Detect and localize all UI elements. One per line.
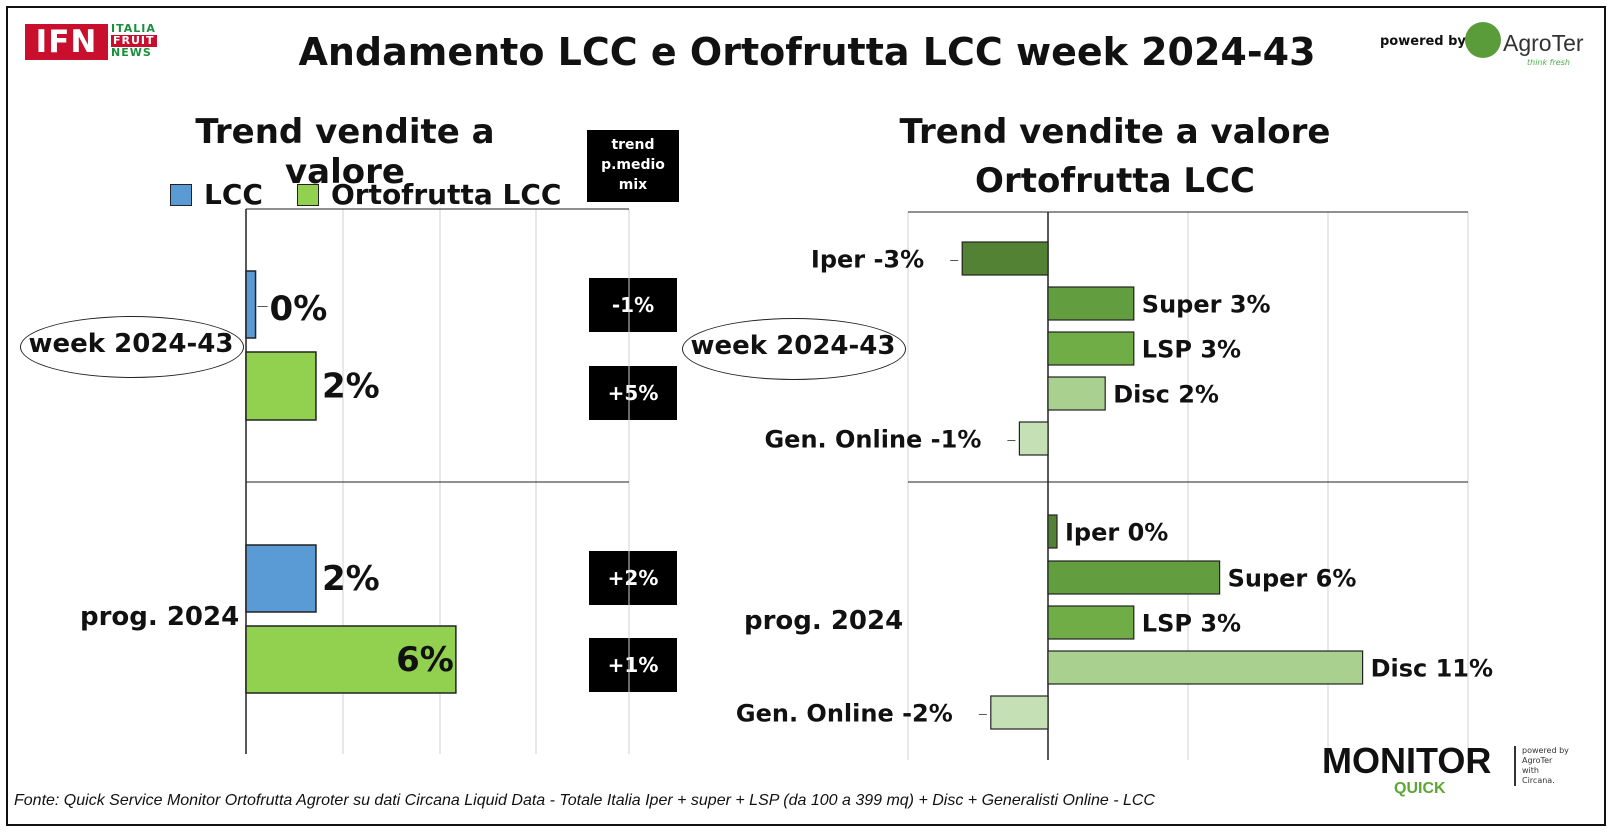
bar-ortofrutta-lcc xyxy=(245,625,457,694)
ifn-line-1: ITALIA xyxy=(111,22,156,35)
legend-swatch-ortofrutta xyxy=(296,183,319,206)
powered-by-label: powered by xyxy=(1380,34,1466,49)
trend-box-prog-1: +2% xyxy=(589,551,677,605)
agroter-tagline: think fresh xyxy=(1527,58,1570,67)
agroter-logo: AgroTer think fresh xyxy=(1465,22,1595,72)
data-label: LSP 3% xyxy=(1142,610,1241,638)
ifn-line-3: NEWS xyxy=(111,46,152,59)
legend-label-lcc: LCC xyxy=(204,178,263,211)
data-label: 2% xyxy=(322,367,380,407)
data-label: 2% xyxy=(322,559,380,599)
bar-super xyxy=(1047,286,1135,321)
data-label: Iper -3% xyxy=(811,246,924,274)
monitor-logo-sub: QUICK xyxy=(1394,780,1446,797)
category-label-prog-right: prog. 2024 xyxy=(744,606,904,636)
monitor-quick-logo: MONITOR QUICK powered by AgroTer with Ci… xyxy=(1322,740,1602,810)
data-label: Super 3% xyxy=(1142,291,1271,319)
ifn-logo-text: ITALIA FRUIT NEWS xyxy=(111,23,157,59)
bar-iper xyxy=(1047,514,1058,549)
agroter-name: AgroTer xyxy=(1503,30,1584,56)
category-label-week-right: week 2024-43 xyxy=(690,331,896,361)
monitor-credit-4: Circana. xyxy=(1522,776,1555,785)
monitor-credit-1: powered by xyxy=(1522,746,1569,755)
data-label: 0% xyxy=(270,289,328,329)
bar-iper xyxy=(961,241,1049,276)
bar-ortofrutta-lcc xyxy=(245,351,317,421)
category-label-prog-left: prog. 2024 xyxy=(80,602,240,632)
ifn-logo: IFN ITALIA FRUIT NEWS xyxy=(25,23,165,64)
trend-box-week-2: +5% xyxy=(589,366,677,420)
data-label: 6% xyxy=(396,640,454,680)
trend-box-prog-2: +1% xyxy=(589,638,677,692)
ifn-line-2: FRUIT xyxy=(111,34,157,47)
bar-lcc xyxy=(245,544,317,613)
bar-gen-online xyxy=(990,695,1049,730)
data-label: Disc 2% xyxy=(1113,381,1219,409)
data-label: Gen. Online -1% xyxy=(764,426,981,454)
data-label: Gen. Online -2% xyxy=(736,700,953,728)
ifn-logo-mark: IFN xyxy=(25,24,108,60)
data-label: Iper 0% xyxy=(1065,519,1168,547)
category-ellipse-right xyxy=(682,318,906,380)
category-ellipse-left xyxy=(20,316,244,378)
monitor-logo-credits: powered by AgroTer with Circana. xyxy=(1514,746,1569,786)
data-label: LSP 3% xyxy=(1142,336,1241,364)
bar-lcc xyxy=(245,270,257,339)
bar-disc xyxy=(1047,376,1106,411)
bar-disc xyxy=(1047,650,1364,685)
monitor-logo-text: MONITOR xyxy=(1322,740,1492,781)
legend: LCC Ortofrutta LCC xyxy=(170,178,561,211)
legend-label-ortofrutta: Ortofrutta LCC xyxy=(330,178,562,211)
trend-header-box: trend p.medio mix xyxy=(587,130,679,202)
trend-header-line-3: mix xyxy=(618,177,648,193)
data-label: Super 6% xyxy=(1228,565,1357,593)
chart-frame xyxy=(6,6,1606,826)
tree-icon xyxy=(1465,22,1501,58)
bar-lsp xyxy=(1047,605,1135,640)
bar-lsp xyxy=(1047,331,1135,366)
data-label: Disc 11% xyxy=(1371,655,1493,683)
monitor-credit-3: with xyxy=(1522,766,1539,775)
bar-gen-online xyxy=(1018,421,1049,456)
trend-header-line-2: p.medio xyxy=(601,157,665,173)
right-chart-title-line-2: Ortofrutta LCC xyxy=(975,161,1255,201)
bar-super xyxy=(1047,560,1221,595)
right-chart-title-line-1: Trend vendite a valore xyxy=(899,112,1331,152)
monitor-credit-2: AgroTer xyxy=(1522,756,1553,765)
chart-title: Andamento LCC e Ortofrutta LCC week 2024… xyxy=(298,30,1316,74)
legend-swatch-lcc xyxy=(170,183,192,206)
source-footnote: Fonte: Quick Service Monitor Ortofrutta … xyxy=(14,792,1155,809)
category-label-week-left: week 2024-43 xyxy=(28,329,234,359)
trend-box-week-1: -1% xyxy=(589,278,677,332)
trend-header-line-1: trend xyxy=(611,137,655,153)
